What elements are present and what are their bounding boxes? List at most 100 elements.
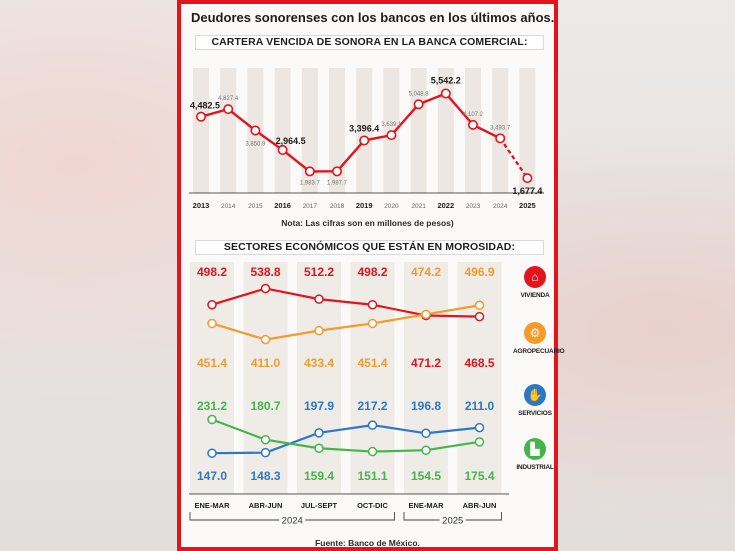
chart1-value-label-2023: 4,107.2 [463,112,484,118]
chart1-point-2023 [467,119,478,130]
chart2-year-bracket-2024 [189,512,395,521]
chart1-note: Nota: Las cifras son en millones de peso… [281,218,454,228]
chart1-value-label-2017: 1,983.7 [300,180,321,186]
chart2-title: SECTORES ECONÓMICOS QUE ESTÁN EN MOROSID… [195,240,544,255]
chart2-lower-label-2: 197.9 [304,399,334,413]
chart2-point-industrial-0 [207,414,217,425]
chart2-tick-label-5: ABR-JUN [463,501,497,510]
chart2-point-agropecuario-0 [207,318,217,329]
chart1-tick-label-2021: 2021 [411,203,426,210]
headline: Deudores sonorenses con los bancos en lo… [191,10,555,25]
chart2-top-label-0: 498.2 [197,265,227,279]
chart2-mid-label-4: 471.2 [411,356,441,370]
chart1-value-label-2020: 3,639.1 [381,122,402,128]
chart1-column-2023 [465,68,481,193]
chart1-point-2014 [223,104,234,115]
chart1-value-label-2019: 3,396.4 [349,123,379,133]
chart1-point-2024 [495,133,506,144]
chart2-year-label-2025: 2025 [442,516,463,527]
chart2-bottom-label-1: 148.3 [250,469,280,483]
chart1-point-2015 [250,125,261,136]
chart2-bottom-label-2: 159.4 [304,469,334,483]
chart1-tick-label-2015: 2015 [248,203,263,210]
chart1-value-label-2018: 1,987.7 [327,180,348,186]
legend-label: VIVIENDA [520,292,550,299]
chart2-mid-label-3: 451.4 [357,356,387,370]
house-icon: ⌂ [524,266,546,288]
legend-label: SERVICIOS [518,410,552,417]
chart2-lower-label-1: 180.7 [250,399,280,413]
chart2-column-0 [190,262,234,494]
chart2-point-vivienda-1 [260,283,271,294]
chart1-value-label-2013: 4,482.5 [190,101,220,111]
chart2-point-industrial-2 [314,443,324,453]
chart2-point-servicios-4 [421,428,431,439]
chart1-column-2013 [193,68,209,193]
chart1-segment-11 [499,137,529,179]
chart2-point-industrial-5 [474,437,485,447]
chart2-tick-label-0: ENE-MAR [195,501,231,510]
chart1-segment-5 [336,139,366,173]
chart2-bottom-label-4: 154.5 [411,469,441,483]
chart1-column-2019 [356,68,373,193]
chart2-tick-label-4: ENE-MAR [409,501,445,510]
chart1-segment-1 [227,108,257,132]
chart2-bottom-label-5: 175.4 [464,469,494,483]
chart1-tick-label-2024: 2024 [493,203,508,210]
chart1-tick-label-2022: 2022 [437,201,454,210]
chart2-column-4 [404,262,448,494]
chart2-point-servicios-1 [260,447,271,458]
chart1-point-2021 [413,99,424,110]
chart1-tick-label-2019: 2019 [356,201,373,210]
chart1-point-2019 [359,135,370,146]
chart2-mid-label-5: 468.5 [464,356,494,370]
chart1-value-label-2022: 5,542.2 [431,75,461,85]
chart1-column-2018 [329,68,345,193]
chart2-point-servicios-3 [367,420,378,430]
chart2-bottom-label-3: 151.1 [357,469,387,483]
chart1-tick-label-2025: 2025 [519,201,536,210]
chart2-lower-label-0: 231.2 [197,399,227,413]
chart1-value-label-2021: 5,048.8 [409,91,430,97]
chart2-column-1 [243,262,288,494]
chart2-point-agropecuario-2 [314,325,324,336]
chart2-mid-label-2: 433.4 [304,356,334,370]
chart2-point-industrial-4 [421,445,431,455]
chart2-tick-label-3: OCT-DIC [357,501,388,510]
chart1-column-2024 [492,68,509,193]
chart2-top-label-2: 512.2 [304,265,334,279]
chart1-point-2013 [196,111,206,122]
chart1-tick-label-2018: 2018 [330,203,345,210]
chart1-tick-label-2013: 2013 [193,201,210,210]
chart1-point-2017 [304,166,315,177]
chart1-segment-9 [444,92,474,126]
chart2-series-line-agropecuario [211,304,480,341]
chart2-column-5 [457,262,502,494]
chart1-tick-label-2020: 2020 [384,203,399,210]
chart2-series-line-vivienda [211,287,480,318]
chart1-point-2020 [386,130,397,141]
chart2-top-label-4: 474.2 [411,265,441,279]
legend-item-industrial: ▙ INDUSTRIAL [513,438,557,471]
chart2-mid-label-1: 411.0 [251,356,281,370]
chart1-value-label-2024: 3,493.7 [490,125,511,131]
chart2-point-vivienda-2 [314,294,324,304]
chart1-area: 4,482.54,827.4 3,850.9 2,964.5 1,983.7 1,987… [189,68,544,210]
chart2-top-label-5: 496.9 [464,265,494,279]
chart1-value-label-2015: 3,850.9 [245,142,266,148]
chart2-tick-label-2: JUL-SEPT [301,501,338,510]
chart1-tick-label-2014: 2014 [221,203,236,210]
chart1-point-2025 [522,173,533,184]
factory-icon: ▙ [524,438,546,460]
chart1-column-2016 [274,68,291,193]
chart1-column-2021 [410,68,427,193]
legend-item-servicios: ✋ SERVICIOS [513,384,557,417]
chart1-column-2025 [519,68,536,193]
chart2-point-servicios-0 [207,448,217,458]
chart1-value-label-2016: 2,964.5 [276,136,306,146]
chart1-column-2022 [437,68,454,193]
chart1-point-2016 [277,144,288,155]
legend-item-vivienda: ⌂ VIVIENDA [513,266,557,299]
chart1-column-2014 [220,68,237,193]
chart2-mid-label-0: 451.4 [197,356,227,370]
